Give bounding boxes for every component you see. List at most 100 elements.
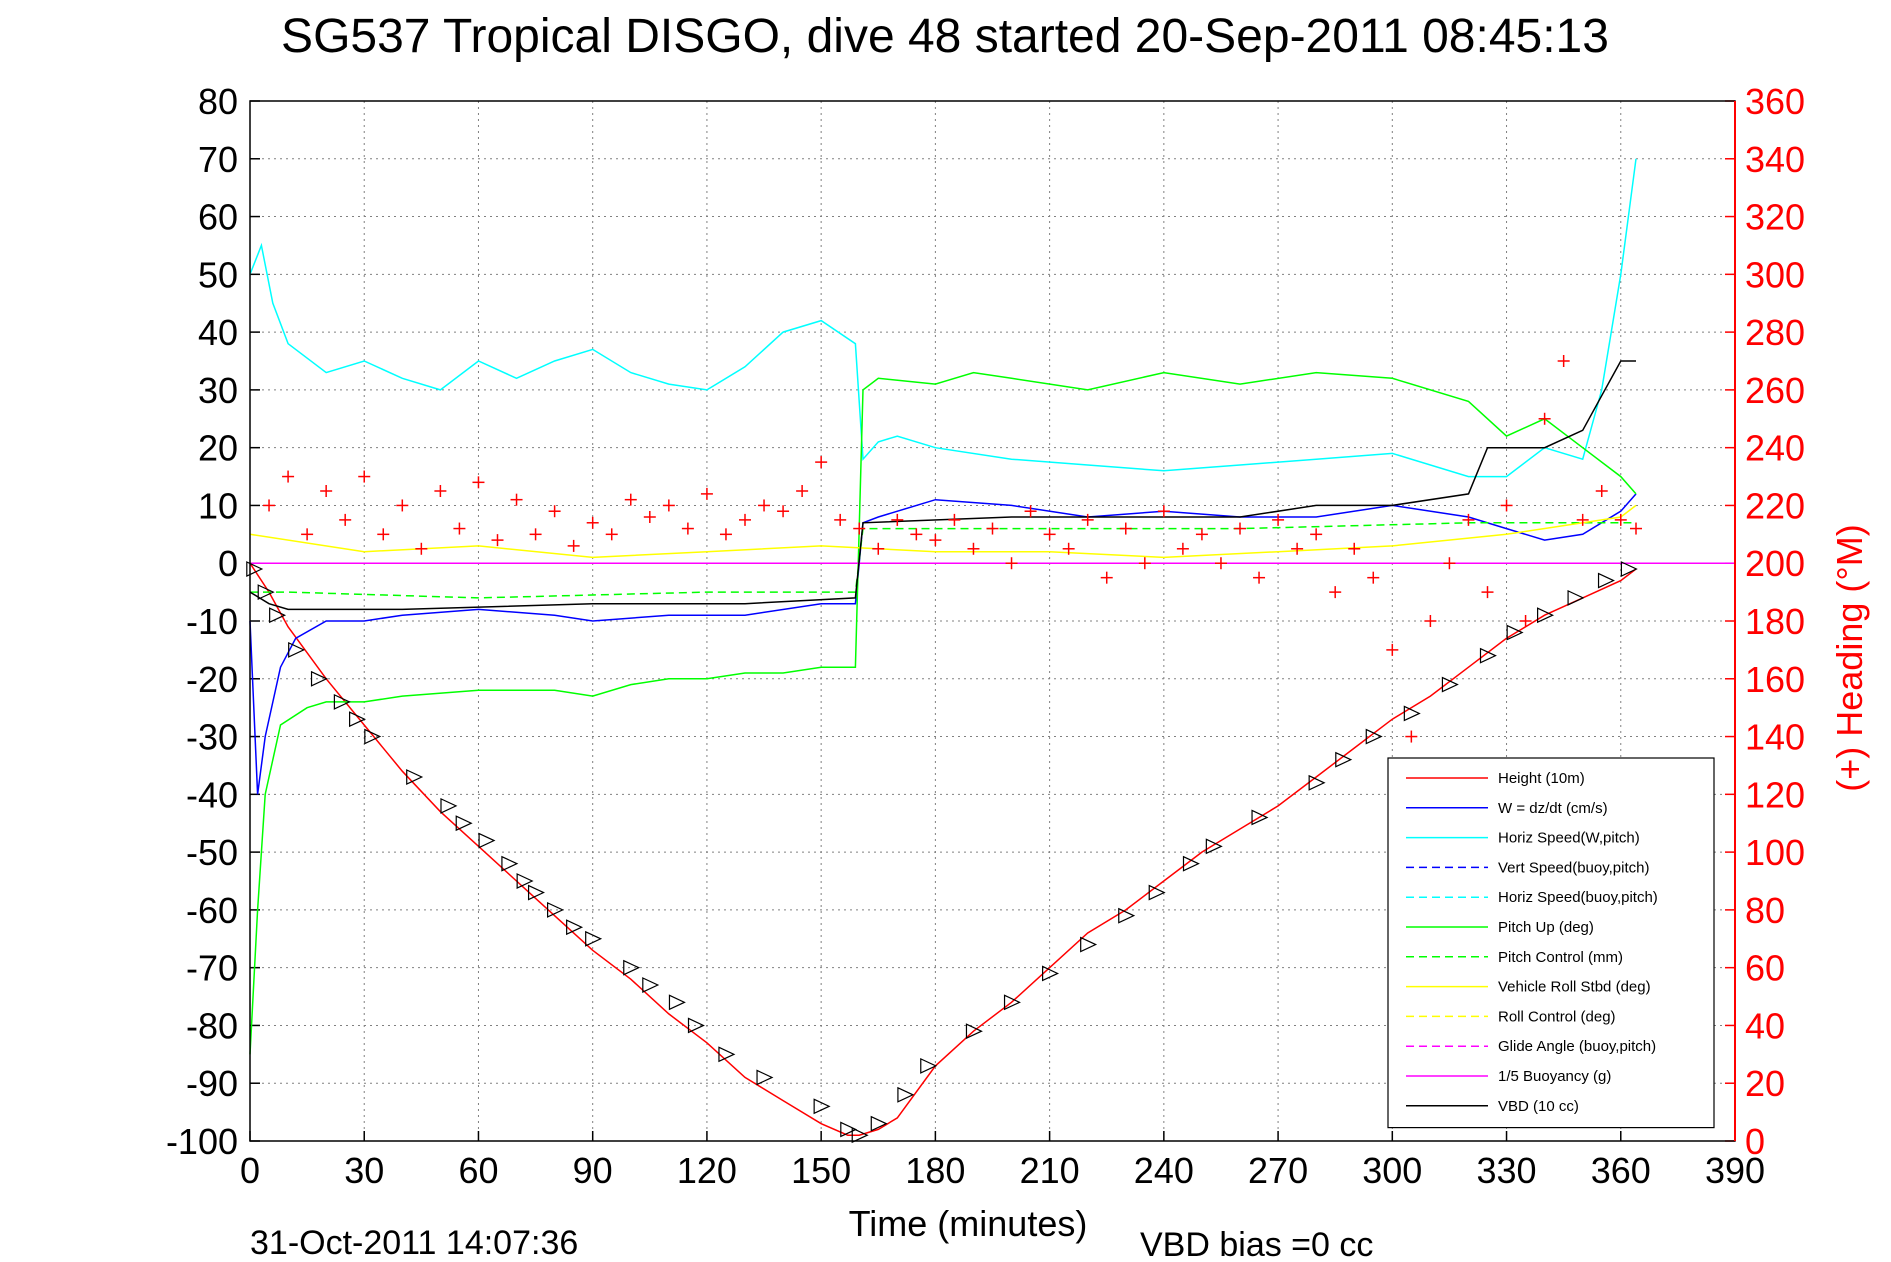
vbd-marker	[1537, 607, 1555, 624]
heading-point	[1443, 557, 1456, 570]
right-tick-label: 140	[1745, 717, 1805, 758]
left-tick-label: 10	[198, 485, 238, 526]
heading-point	[624, 493, 637, 506]
vbd-marker	[547, 901, 565, 918]
right-tick-label: 240	[1745, 428, 1805, 469]
x-tick-label: 240	[1134, 1150, 1194, 1191]
heading-point	[1195, 528, 1208, 541]
footer-vbd-bias: VBD bias =0 cc	[1140, 1226, 1373, 1262]
legend-entry: Vert Speed(buoy,pitch)	[1498, 859, 1649, 876]
left-tick-label: -70	[186, 948, 238, 989]
right-tick-label: 160	[1745, 659, 1805, 700]
series-line-6	[250, 522, 1636, 599]
series-line-2	[249, 158, 1637, 478]
right-tick-label: 40	[1745, 1005, 1785, 1046]
left-tick-label: -20	[186, 659, 238, 700]
x-tick-label: 270	[1248, 1150, 1308, 1191]
heading-point	[1348, 542, 1361, 555]
heading-point	[320, 485, 333, 497]
vbd-marker	[687, 1017, 705, 1034]
x-tick-label: 60	[458, 1150, 498, 1191]
vbd-marker	[566, 919, 584, 936]
vbd-marker	[897, 1086, 915, 1103]
heading-point	[1595, 485, 1608, 497]
heading-point	[700, 487, 713, 500]
x-tick-label: 330	[1476, 1150, 1536, 1191]
heading-point	[1043, 528, 1056, 541]
x-tick-label: 180	[905, 1150, 965, 1191]
right-tick-label: 280	[1745, 312, 1805, 353]
vbd-marker	[1148, 884, 1166, 901]
legend-entry: Pitch Control (mm)	[1498, 949, 1623, 966]
vbd-marker	[269, 607, 287, 624]
left-tick-label: -80	[186, 1005, 238, 1046]
heading-point	[453, 522, 466, 535]
series-line-1	[249, 493, 1637, 795]
heading-point	[834, 513, 847, 526]
heading-point	[643, 511, 656, 523]
x-tick-label: 30	[344, 1150, 384, 1191]
vbd-marker	[1335, 751, 1353, 768]
heading-point	[1386, 643, 1399, 656]
heading-point	[1424, 615, 1437, 627]
vbd-marker	[1042, 965, 1060, 982]
legend-entry: Horiz Speed(buoy,pitch)	[1498, 889, 1658, 906]
heading-point	[681, 522, 694, 535]
vbd-marker	[1620, 561, 1638, 577]
vbd-marker	[585, 930, 603, 947]
chart-title: SG537 Tropical DISGO, dive 48 started 20…	[281, 10, 1609, 63]
left-tick-label: -50	[186, 832, 238, 873]
vbd-marker	[1118, 907, 1136, 924]
vbd-markers-layer	[246, 561, 1638, 1144]
vbd-marker	[1182, 855, 1200, 872]
series-line-0	[249, 562, 1637, 1136]
vbd-marker	[406, 769, 424, 785]
left-tick-label: 80	[198, 81, 238, 122]
heading-point	[1253, 571, 1266, 584]
heading-point	[1081, 513, 1094, 526]
left-tick-label: 50	[198, 254, 238, 295]
vbd-marker	[965, 1023, 983, 1040]
vbd-marker	[756, 1069, 774, 1086]
heading-point	[910, 528, 923, 541]
series-layer	[249, 158, 1735, 1136]
heading-point	[853, 522, 866, 535]
heading-point	[434, 485, 447, 497]
heading-point	[472, 476, 485, 489]
vbd-marker	[920, 1057, 938, 1074]
legend-entry: Glide Angle (buoy,pitch)	[1498, 1038, 1656, 1055]
heading-point	[282, 470, 295, 483]
heading-point	[1481, 586, 1494, 599]
vbd-marker	[1441, 676, 1459, 693]
heading-point	[491, 534, 504, 547]
x-tick-label: 210	[1020, 1150, 1080, 1191]
vbd-marker	[1080, 936, 1098, 953]
heading-point	[1614, 513, 1627, 526]
left-tick-label: 70	[198, 139, 238, 180]
right-tick-label: 100	[1745, 832, 1805, 873]
vbd-marker	[718, 1046, 736, 1063]
heading-point	[662, 499, 675, 512]
heading-point	[567, 539, 580, 552]
heading-point	[1557, 355, 1570, 367]
heading-point	[986, 522, 999, 535]
vbd-marker	[1403, 705, 1421, 722]
heading-point	[1024, 505, 1037, 518]
heading-point	[415, 542, 428, 555]
right-tick-label: 260	[1745, 370, 1805, 411]
vbd-marker	[246, 561, 264, 577]
vbd-marker	[349, 711, 367, 728]
heading-point	[1576, 513, 1589, 526]
right-tick-label: 320	[1745, 197, 1805, 238]
heading-point	[301, 528, 314, 541]
right-tick-label: 120	[1745, 774, 1805, 815]
heading-point	[1138, 557, 1151, 570]
legend-entry: 1/5 Buoyancy (g)	[1498, 1068, 1611, 1085]
heading-point	[1214, 557, 1227, 570]
vbd-marker	[1567, 589, 1585, 606]
x-axis-ticks: 0 30 60 90 120 150 180 210 240 270 300 330 360 390	[240, 1131, 1765, 1191]
right-tick-label: 60	[1745, 948, 1785, 989]
left-tick-label: 20	[198, 428, 238, 469]
heading-point	[967, 542, 980, 555]
